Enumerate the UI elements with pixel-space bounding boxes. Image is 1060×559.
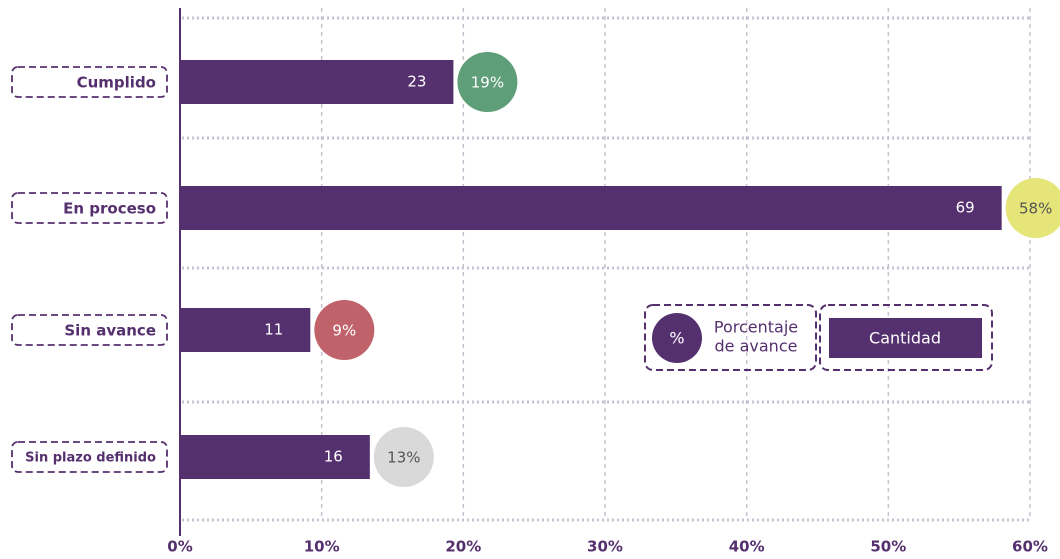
legend-symbol: % — [669, 329, 684, 348]
legend-label: Porcentaje — [714, 318, 798, 337]
count-label: 23 — [407, 73, 426, 91]
legend-circle — [652, 313, 702, 363]
x-tick-label: 20% — [445, 538, 481, 556]
category-label: Sin avance — [64, 322, 156, 340]
value-label: 58% — [1019, 200, 1052, 218]
x-tick-label: 0% — [167, 538, 192, 556]
count-label: 69 — [956, 199, 975, 217]
category-label: Sin plazo definido — [25, 451, 156, 466]
legend-label: Cantidad — [869, 329, 941, 348]
legend-box — [644, 304, 817, 371]
bar — [180, 308, 311, 352]
category-label: Cumplido — [77, 74, 156, 92]
legend: % Porcentaje de avance Cantidad — [644, 304, 993, 371]
x-tick-label: 10% — [304, 538, 340, 556]
category-label: En proceso — [63, 200, 156, 218]
legend-label: de avance — [715, 337, 798, 356]
value-label: 13% — [387, 449, 420, 467]
percent-circle — [1005, 178, 1060, 238]
value-label: 9% — [332, 322, 356, 340]
category-box — [11, 192, 168, 224]
count-label: 11 — [264, 321, 283, 339]
x-tick-label: 40% — [729, 538, 765, 556]
x-tick-label: 30% — [587, 538, 623, 556]
count-label: 16 — [324, 448, 343, 466]
x-tick-label: 50% — [870, 538, 906, 556]
percent-circle — [314, 300, 375, 360]
bar — [180, 186, 1002, 230]
legend-bar — [829, 318, 982, 358]
bar — [180, 60, 454, 104]
marks: 23 19% 69 58% 11 9% 16 13% — [180, 52, 1060, 487]
percent-circle — [373, 427, 434, 487]
value-label: 19% — [471, 74, 504, 92]
grid — [320, 8, 1031, 520]
category-box — [11, 314, 168, 346]
legend-box — [819, 304, 993, 371]
category-box — [11, 66, 168, 98]
x-tick-label: 60% — [1012, 538, 1048, 556]
category-box — [11, 441, 168, 473]
percent-circle — [457, 52, 518, 112]
bar — [180, 435, 370, 479]
